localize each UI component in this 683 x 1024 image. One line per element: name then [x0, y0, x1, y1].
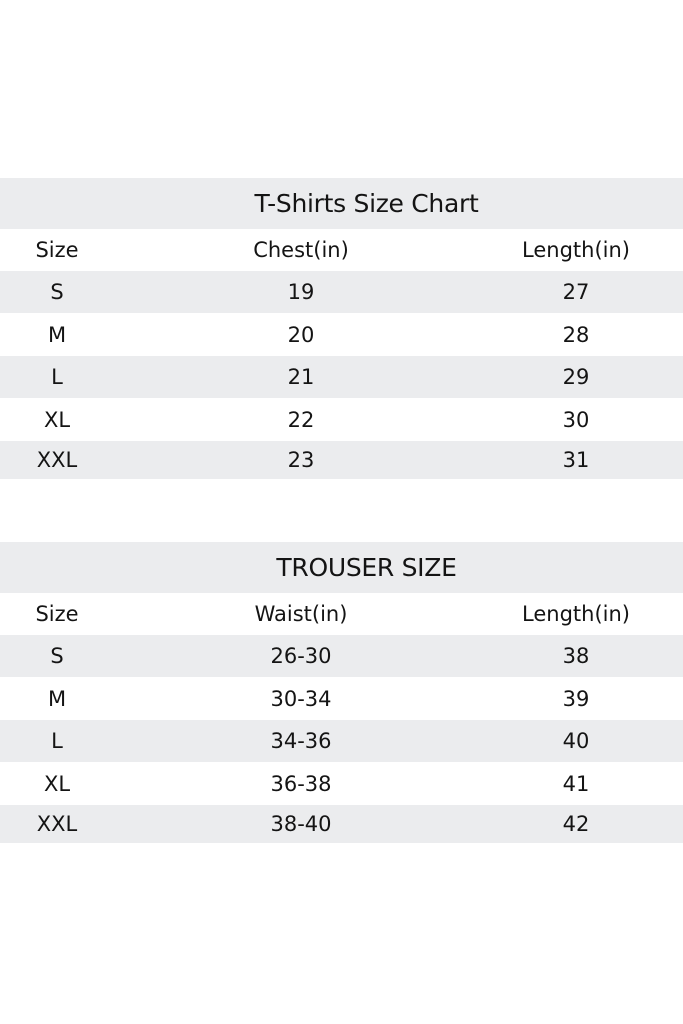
column-header: Length(in) [522, 238, 630, 262]
table-row: S 26-30 38 [0, 635, 683, 677]
table-cell: 27 [562, 280, 590, 304]
table-cell: 31 [562, 448, 590, 472]
table-cell: L [51, 365, 63, 389]
table-cell: L [51, 729, 63, 753]
table-row: L 21 29 [0, 356, 683, 398]
table-cell: 30-34 [270, 686, 332, 711]
table-cell: 29 [562, 365, 590, 389]
header-row: Size Waist(in) Length(in) [0, 593, 683, 635]
table-cell: 21 [287, 365, 315, 389]
table-cell: 39 [562, 686, 590, 711]
table-cell: 23 [287, 448, 315, 472]
table-cell: M [47, 686, 67, 711]
table-cell: 22 [287, 407, 315, 432]
table-cell: M [47, 322, 67, 347]
table-cell: XXL [36, 812, 78, 836]
column-header: Size [35, 602, 79, 626]
table-cell: XL [43, 771, 71, 796]
table-row: L 34-36 40 [0, 720, 683, 762]
table-cell: XXL [36, 448, 78, 472]
table-cell: 41 [562, 771, 590, 796]
table-row: XL 36-38 41 [0, 762, 683, 805]
table-cell: S [50, 280, 64, 304]
tshirt-size-table: T-Shirts Size Chart Size Chest(in) Length(i… [0, 178, 683, 479]
table-title-band: TROUSER SIZE [0, 542, 683, 593]
table-cell: 34-36 [270, 729, 332, 753]
trouser-size-table: TROUSER SIZE Size Waist(in) Length(in) S 26-3… [0, 542, 683, 843]
table-cell: 28 [562, 322, 590, 347]
table-cell: 30 [562, 407, 590, 432]
table-cell: 38-40 [270, 812, 332, 836]
table-cell: 40 [562, 729, 590, 753]
column-header: Length(in) [522, 602, 630, 626]
column-header: Chest(in) [253, 238, 349, 262]
table-cell: 19 [287, 280, 315, 304]
header-row: Size Chest(in) Length(in) [0, 229, 683, 271]
table-row: XL 22 30 [0, 398, 683, 441]
table-row: XXL 38-40 42 [0, 805, 683, 843]
table-title: T-Shirts Size Chart [254, 189, 479, 218]
table-cell: 20 [287, 322, 315, 347]
table-cell: 36-38 [270, 771, 332, 796]
table-cell: 42 [562, 812, 590, 836]
column-header: Size [35, 238, 79, 262]
table-cell: 26-30 [270, 644, 332, 668]
table-cell: S [50, 644, 64, 668]
table-title: TROUSER SIZE [276, 553, 457, 582]
column-header: Waist(in) [254, 602, 348, 626]
table-row: M 30-34 39 [0, 677, 683, 720]
table-row: XXL 23 31 [0, 441, 683, 479]
table-row: S 19 27 [0, 271, 683, 313]
table-cell: XL [43, 407, 71, 432]
table-row: M 20 28 [0, 313, 683, 356]
table-title-band: T-Shirts Size Chart [0, 178, 683, 229]
table-cell: 38 [562, 644, 590, 668]
